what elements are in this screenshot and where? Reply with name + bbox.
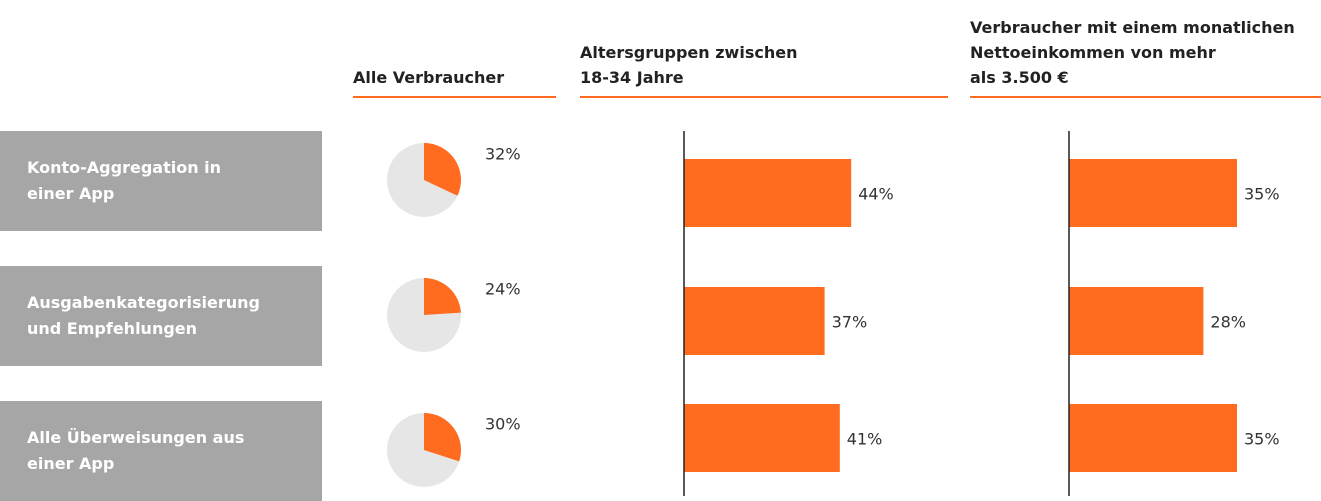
column-title: Altersgruppen zwischen 18-34 Jahre xyxy=(580,40,948,98)
value-label: 37% xyxy=(832,313,868,332)
pie-slice xyxy=(424,143,462,196)
pie-slice xyxy=(424,413,461,462)
column-title: Verbraucher mit einem monatlichen Nettoe… xyxy=(970,15,1321,98)
column-title: Alle Verbraucher xyxy=(353,65,556,98)
bar xyxy=(1069,404,1237,472)
value-label: 41% xyxy=(847,430,883,449)
row-label: Alle Überweisungen aus einer App xyxy=(0,401,322,501)
value-label: 35% xyxy=(1244,185,1280,204)
pie-slice xyxy=(424,278,461,315)
bar xyxy=(1069,159,1237,227)
row-label: Ausgabenkategorisierung und Empfehlungen xyxy=(0,266,322,366)
bar xyxy=(684,159,852,227)
value-label: 28% xyxy=(1210,313,1246,332)
value-label: 32% xyxy=(485,145,521,164)
value-label: 44% xyxy=(858,185,894,204)
value-label: 30% xyxy=(485,415,521,434)
bar xyxy=(684,404,840,472)
value-label: 24% xyxy=(485,280,521,299)
bar xyxy=(684,287,825,355)
value-label: 35% xyxy=(1244,430,1280,449)
bar xyxy=(1069,287,1204,355)
row-label: Konto-Aggregation in einer App xyxy=(0,131,322,231)
